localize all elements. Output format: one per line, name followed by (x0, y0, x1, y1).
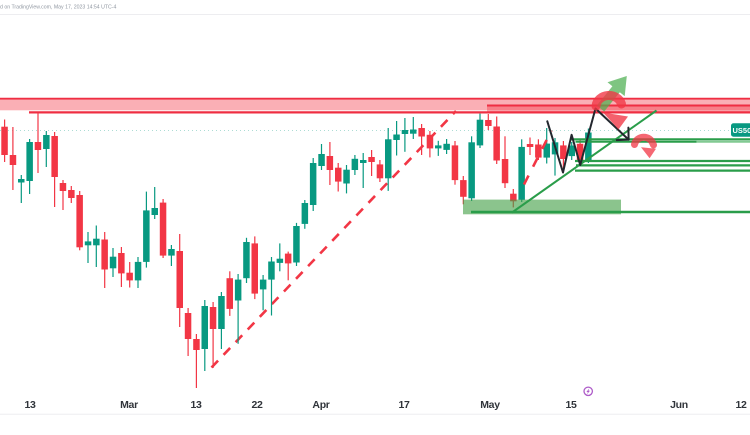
svg-text:US50: US50 (733, 126, 750, 135)
svg-text:15: 15 (565, 399, 577, 411)
svg-text:12: 12 (735, 399, 747, 411)
svg-text:17: 17 (398, 399, 410, 411)
svg-text:Jun: Jun (670, 399, 688, 411)
svg-text:d on TradingView.com, May 17,: d on TradingView.com, May 17, 2023 14:54… (0, 5, 117, 11)
svg-text:13: 13 (24, 399, 36, 411)
svg-text:Mar: Mar (120, 399, 138, 411)
svg-text:Apr: Apr (312, 399, 329, 411)
svg-text:22: 22 (251, 399, 263, 411)
svg-text:13: 13 (190, 399, 202, 411)
svg-text:May: May (480, 399, 500, 411)
